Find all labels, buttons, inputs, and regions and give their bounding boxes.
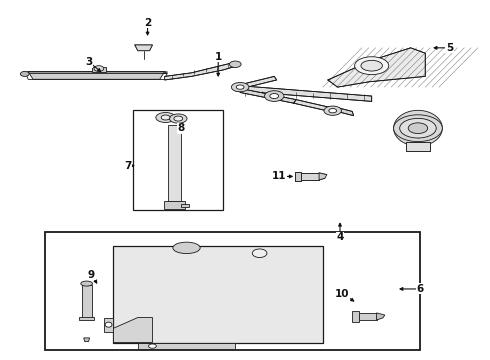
Bar <box>45 232 420 350</box>
Polygon shape <box>235 85 372 102</box>
Polygon shape <box>82 285 92 318</box>
Polygon shape <box>165 62 235 80</box>
Polygon shape <box>164 202 185 208</box>
Text: 11: 11 <box>272 171 286 181</box>
Polygon shape <box>406 141 430 150</box>
Polygon shape <box>393 111 442 146</box>
Ellipse shape <box>329 109 337 113</box>
Text: 2: 2 <box>144 18 151 28</box>
Polygon shape <box>376 313 385 320</box>
Bar <box>133 111 223 210</box>
Polygon shape <box>114 318 152 342</box>
Ellipse shape <box>161 115 170 120</box>
Polygon shape <box>79 317 94 320</box>
Ellipse shape <box>174 116 183 121</box>
Text: 10: 10 <box>335 289 350 298</box>
Text: 3: 3 <box>85 57 93 67</box>
Polygon shape <box>114 246 323 342</box>
Text: 5: 5 <box>446 43 453 53</box>
Ellipse shape <box>400 118 436 138</box>
Ellipse shape <box>408 123 428 134</box>
Ellipse shape <box>173 242 200 253</box>
Polygon shape <box>245 76 277 87</box>
Polygon shape <box>328 48 425 87</box>
Polygon shape <box>301 173 319 180</box>
Polygon shape <box>352 311 359 322</box>
Polygon shape <box>135 45 152 51</box>
Text: 1: 1 <box>215 52 222 62</box>
Polygon shape <box>23 73 27 75</box>
Ellipse shape <box>105 322 112 327</box>
Text: 9: 9 <box>88 270 95 280</box>
Polygon shape <box>168 125 181 202</box>
Polygon shape <box>104 318 114 332</box>
Ellipse shape <box>148 344 156 348</box>
Ellipse shape <box>361 60 382 71</box>
Ellipse shape <box>236 85 244 89</box>
Ellipse shape <box>229 61 241 67</box>
Polygon shape <box>294 172 301 181</box>
Ellipse shape <box>355 57 389 75</box>
Ellipse shape <box>156 112 175 122</box>
Bar <box>406 141 430 150</box>
Ellipse shape <box>21 71 29 76</box>
Polygon shape <box>92 67 106 72</box>
Ellipse shape <box>81 281 93 286</box>
Ellipse shape <box>231 82 249 92</box>
Text: 8: 8 <box>177 123 184 133</box>
Bar <box>114 246 323 342</box>
Polygon shape <box>319 173 327 180</box>
Polygon shape <box>26 72 167 73</box>
Polygon shape <box>138 342 235 349</box>
Ellipse shape <box>94 66 104 71</box>
Polygon shape <box>333 107 354 116</box>
Ellipse shape <box>252 249 267 257</box>
Ellipse shape <box>324 106 342 115</box>
Text: 7: 7 <box>124 161 132 171</box>
Polygon shape <box>84 338 90 342</box>
Text: 6: 6 <box>417 284 424 294</box>
Polygon shape <box>359 313 376 320</box>
Ellipse shape <box>170 114 187 123</box>
Polygon shape <box>294 100 335 112</box>
Text: 4: 4 <box>336 232 343 242</box>
Ellipse shape <box>393 115 442 141</box>
Ellipse shape <box>265 91 284 102</box>
Ellipse shape <box>270 94 279 99</box>
Polygon shape <box>28 72 165 79</box>
Polygon shape <box>181 204 189 207</box>
Polygon shape <box>240 89 296 103</box>
